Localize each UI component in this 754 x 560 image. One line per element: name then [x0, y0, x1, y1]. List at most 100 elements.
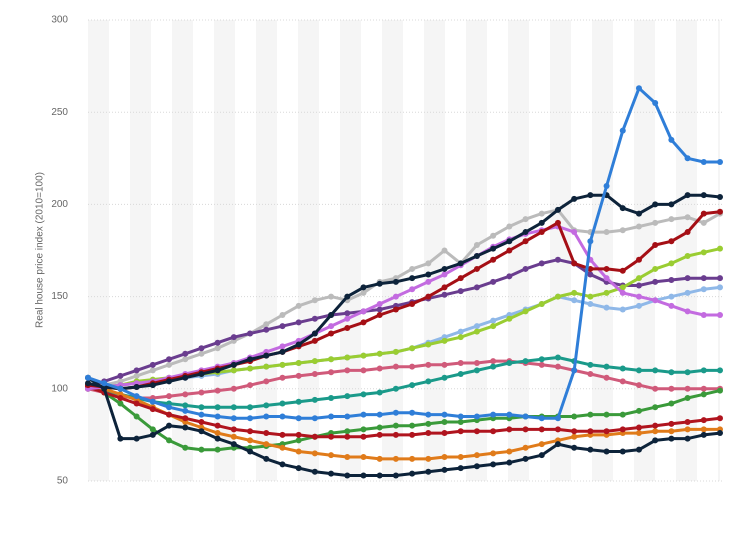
data-point	[263, 326, 270, 333]
data-point	[182, 350, 189, 357]
data-point	[311, 337, 318, 344]
data-point	[457, 418, 464, 425]
data-point	[311, 330, 318, 337]
data-point	[360, 319, 367, 326]
data-point	[717, 275, 723, 282]
data-point	[166, 411, 173, 418]
data-point	[214, 339, 221, 346]
data-point	[295, 372, 302, 379]
data-point	[571, 367, 578, 374]
data-point	[295, 319, 302, 326]
data-point	[166, 422, 173, 429]
series-line	[87, 376, 721, 477]
data-point	[263, 378, 270, 385]
data-point	[441, 361, 448, 368]
data-point	[457, 371, 464, 378]
series-line	[87, 210, 721, 391]
data-point	[198, 418, 205, 425]
data-point	[360, 284, 367, 291]
data-point	[328, 356, 335, 363]
data-point	[247, 437, 254, 444]
data-point	[717, 158, 723, 165]
data-point	[668, 435, 675, 442]
data-point	[717, 194, 723, 201]
data-point	[506, 247, 513, 254]
data-point	[490, 411, 497, 418]
data-point	[198, 371, 205, 378]
data-point	[409, 382, 416, 389]
data-point	[263, 413, 270, 420]
data-point	[684, 214, 691, 221]
data-point	[684, 418, 691, 425]
data-point	[425, 260, 432, 267]
data-point	[295, 398, 302, 405]
data-point	[425, 468, 432, 475]
data-point	[311, 450, 318, 457]
data-point	[717, 312, 723, 319]
data-point	[717, 284, 723, 291]
data-point	[182, 391, 189, 398]
data-point	[360, 433, 367, 440]
y-tick-label: 50	[57, 476, 69, 487]
data-point	[554, 219, 561, 226]
data-point	[311, 468, 318, 475]
data-point	[587, 271, 594, 278]
data-point	[360, 289, 367, 296]
data-point	[344, 315, 351, 322]
series-line	[87, 208, 721, 391]
data-point	[652, 99, 659, 106]
data-point	[344, 413, 351, 420]
data-point	[522, 426, 529, 433]
data-point	[344, 428, 351, 435]
data-point	[166, 404, 173, 411]
data-point	[473, 241, 480, 248]
data-point	[392, 306, 399, 313]
data-point	[263, 441, 270, 448]
data-point	[311, 415, 318, 422]
data-point	[538, 300, 545, 307]
data-point	[506, 426, 513, 433]
data-point	[166, 378, 173, 385]
data-point	[149, 426, 156, 433]
data-point	[230, 433, 237, 440]
data-point	[117, 400, 124, 407]
data-point	[133, 367, 140, 374]
data-point	[522, 308, 529, 315]
data-point	[522, 455, 529, 462]
data-point	[522, 229, 529, 236]
data-point	[344, 433, 351, 440]
data-point	[473, 413, 480, 420]
data-point	[263, 430, 270, 437]
data-point	[441, 337, 448, 344]
data-point	[700, 219, 707, 226]
data-point	[409, 431, 416, 438]
data-point	[247, 365, 254, 372]
data-point	[490, 323, 497, 330]
data-point	[376, 411, 383, 418]
data-point	[603, 304, 610, 311]
data-point	[214, 413, 221, 420]
data-point	[554, 441, 561, 448]
data-point	[587, 428, 594, 435]
data-point	[473, 359, 480, 366]
data-point	[684, 275, 691, 282]
data-point	[328, 293, 335, 300]
data-point	[230, 334, 237, 341]
data-point	[279, 361, 286, 368]
data-point	[376, 431, 383, 438]
data-point	[668, 420, 675, 427]
data-point	[344, 293, 351, 300]
data-point	[263, 455, 270, 462]
data-point	[635, 424, 642, 431]
data-point	[133, 413, 140, 420]
data-point	[344, 324, 351, 331]
data-point	[603, 229, 610, 236]
data-point	[652, 367, 659, 374]
data-point	[538, 441, 545, 448]
data-point	[133, 372, 140, 379]
data-point	[490, 461, 497, 468]
stripe	[172, 20, 193, 481]
data-point	[635, 367, 642, 374]
data-point	[684, 289, 691, 296]
